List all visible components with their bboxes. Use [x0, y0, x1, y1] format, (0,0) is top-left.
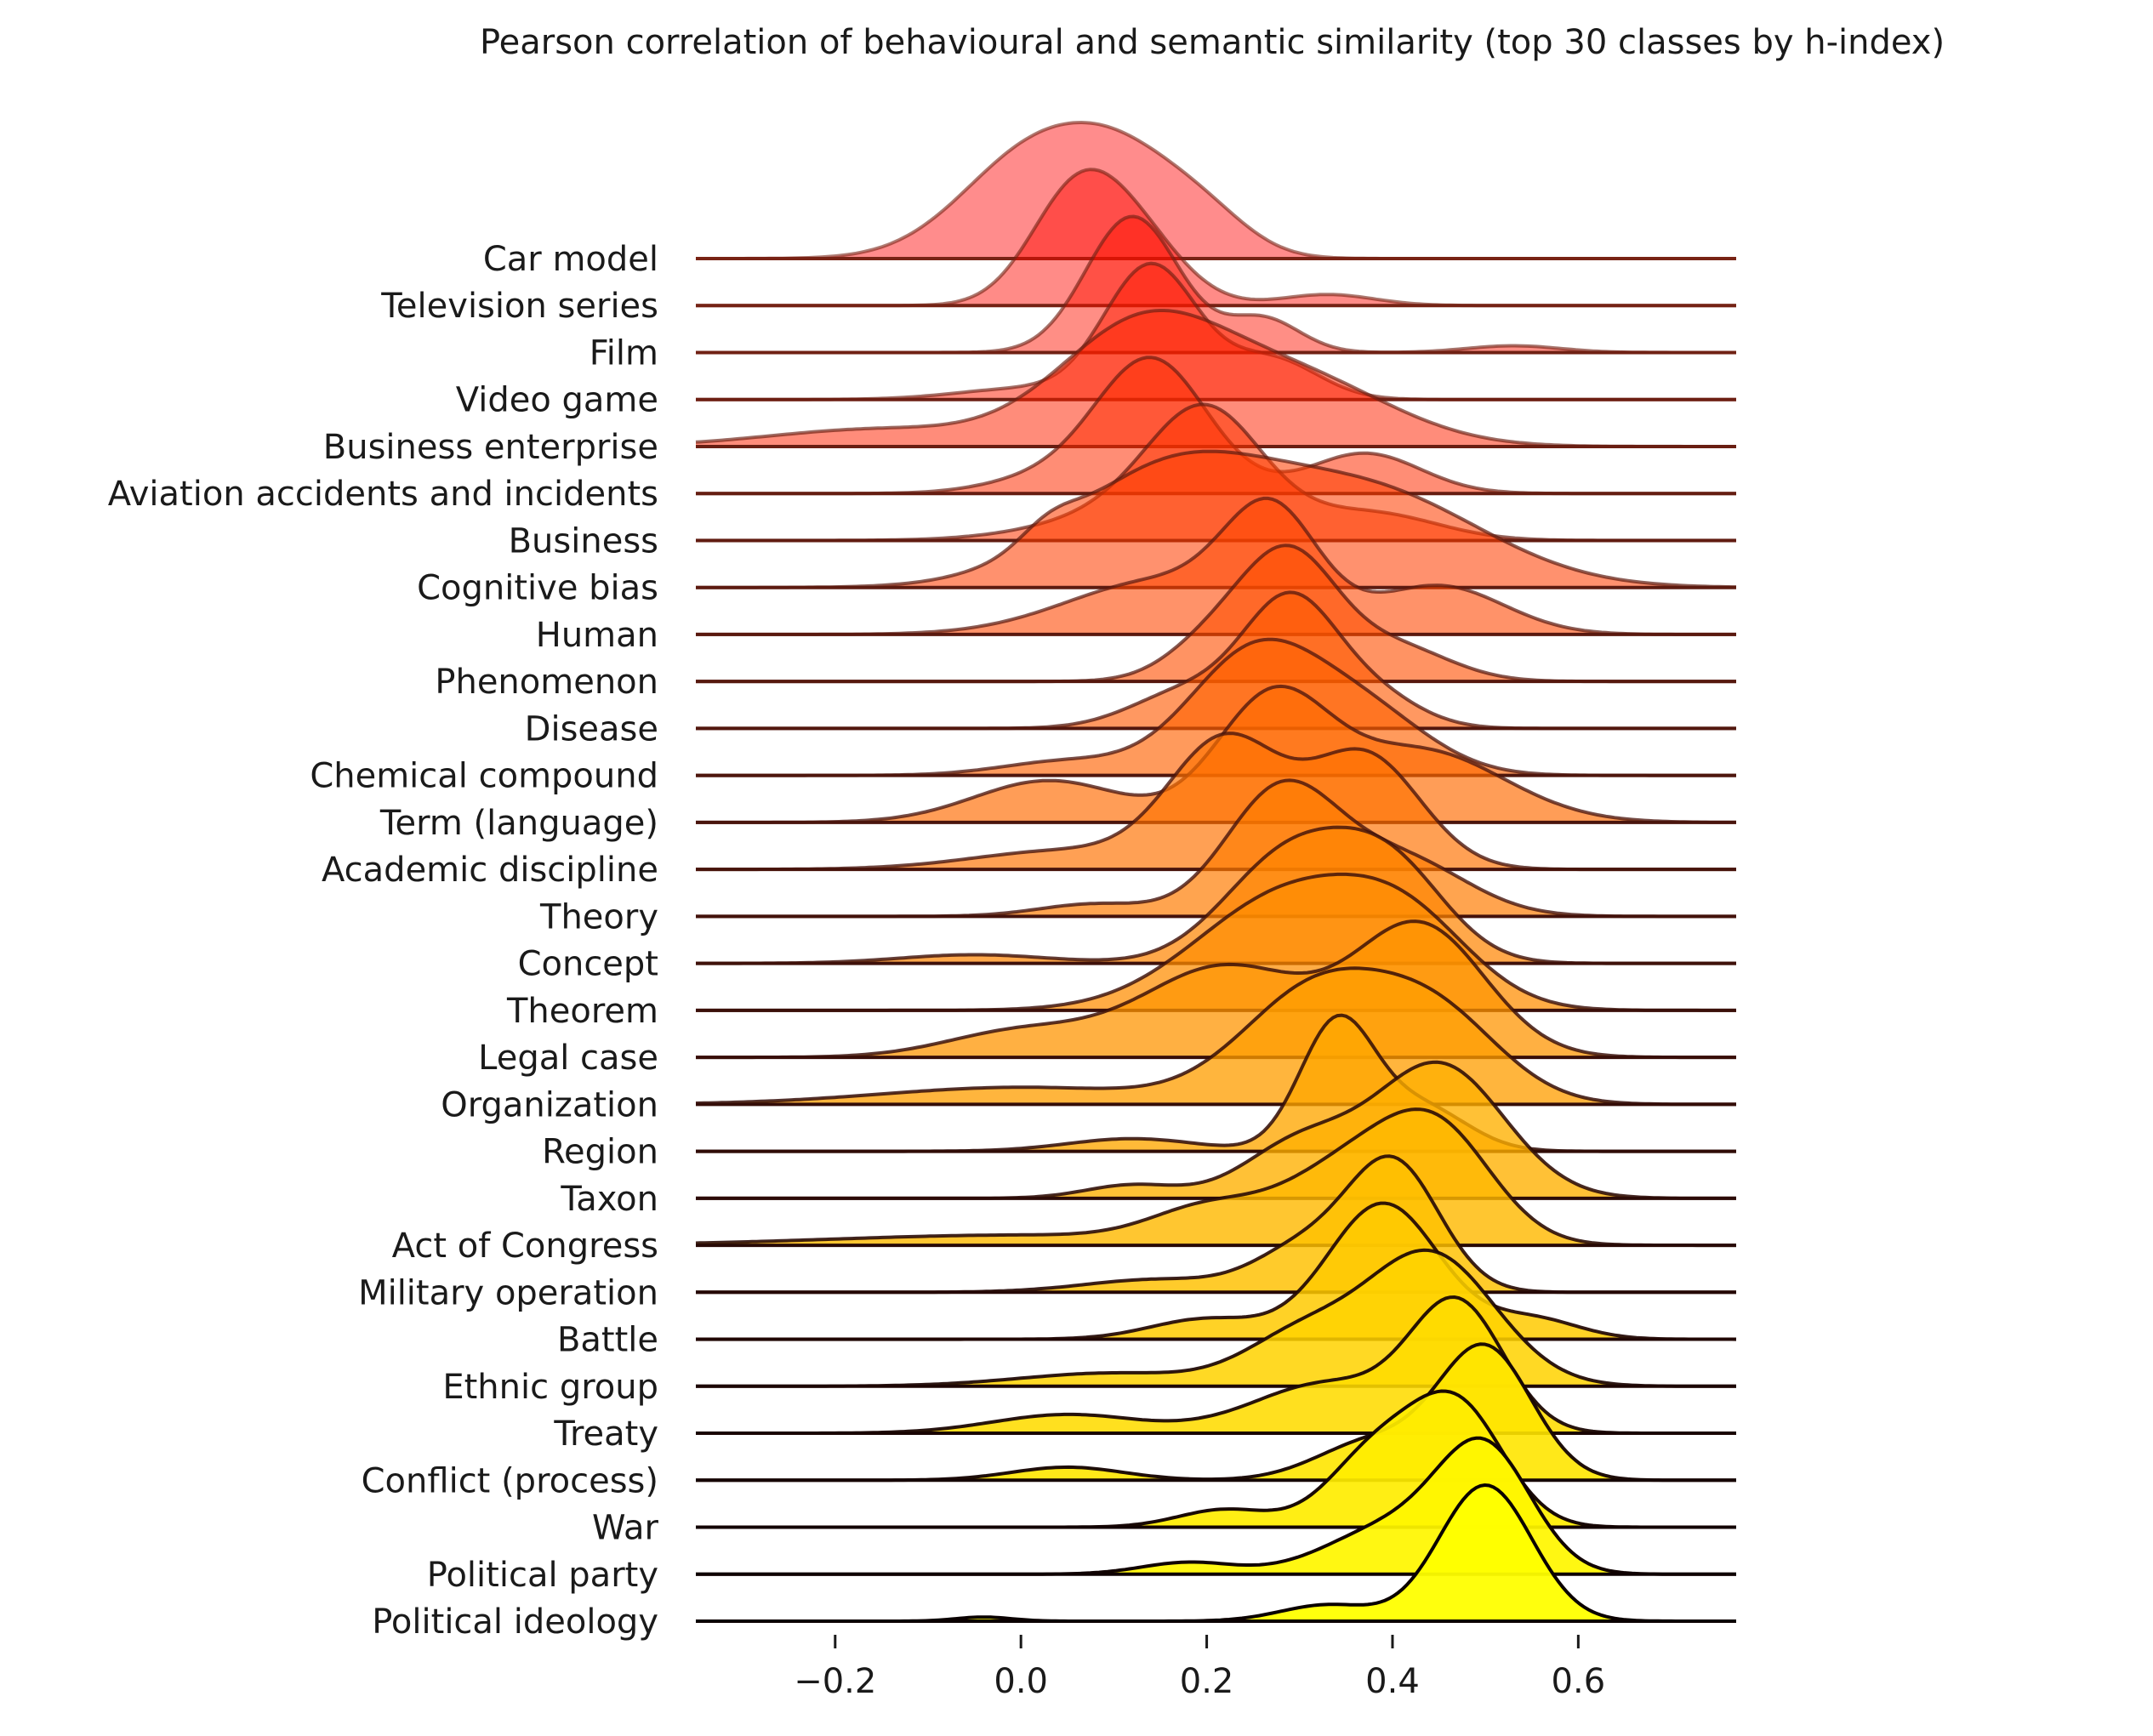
- ridge-area: [696, 1485, 1736, 1621]
- ridge-area: [696, 1109, 1736, 1246]
- x-tick-label: 0.6: [1552, 1662, 1606, 1701]
- ridge-outline: [696, 1483, 1736, 1623]
- row-label: Theorem: [506, 992, 658, 1031]
- x-tick-label: 0.2: [1180, 1662, 1234, 1701]
- row-label: War: [592, 1509, 659, 1548]
- row-label: Film: [590, 333, 658, 373]
- row-label: Human: [536, 616, 658, 655]
- row-label: Video game: [456, 381, 658, 420]
- ridge-outline: [695, 966, 1736, 1107]
- row-label: Theory: [539, 897, 658, 936]
- x-axis: −0.2 0.0 0.2 0.4 0.6: [794, 1635, 1605, 1701]
- ridge-area: [696, 1437, 1736, 1574]
- row-label: Ethnic group: [442, 1368, 658, 1407]
- ridge-area: [696, 1391, 1736, 1528]
- row-label: Term (language): [379, 804, 658, 843]
- row-label: Treaty: [553, 1414, 658, 1454]
- row-label: Concept: [518, 945, 658, 984]
- ridge-outline: [696, 1436, 1736, 1576]
- ridges: [695, 120, 1737, 1623]
- ridge-outline: [695, 1107, 1736, 1248]
- row-label: Organization: [441, 1085, 658, 1124]
- ridge-area: [696, 733, 1736, 870]
- row-labels: Car model Television series Film Video game…: [108, 240, 659, 1642]
- row-label: Chemical compound: [310, 757, 658, 796]
- row-label: Political ideology: [372, 1602, 658, 1642]
- x-tick-label: 0.0: [994, 1662, 1048, 1701]
- ridge-area: [696, 545, 1736, 682]
- row-label: Act of Congress: [392, 1227, 658, 1266]
- ridge-outline: [696, 919, 1736, 1060]
- row-label: Business: [509, 521, 658, 561]
- ridge-area: [696, 451, 1736, 588]
- ridge-area: [696, 639, 1736, 776]
- row-label: Military operation: [358, 1273, 658, 1312]
- row-label: Region: [542, 1133, 658, 1172]
- row-label: Cognitive bias: [417, 569, 658, 608]
- row-label: Taxon: [560, 1180, 658, 1219]
- row-label: Conflict (process): [362, 1461, 658, 1500]
- row-label: Disease: [525, 709, 658, 748]
- row-label: Academic discipline: [322, 851, 658, 890]
- row-label: Political party: [427, 1556, 658, 1595]
- row-label: Aviation accidents and incidents: [108, 475, 658, 514]
- row-label: Television series: [380, 287, 658, 326]
- row-label: Car model: [483, 240, 658, 279]
- ridge-area: [696, 780, 1736, 917]
- ridge-outline: [696, 1389, 1736, 1529]
- ridge-area: [696, 122, 1736, 259]
- row-label: Battle: [557, 1321, 658, 1360]
- x-tick-label: 0.4: [1365, 1662, 1420, 1701]
- row-label: Business enterprise: [323, 428, 658, 467]
- ridge-area: [696, 310, 1736, 447]
- chart-title: Pearson correlation of behavioural and s…: [480, 23, 1945, 62]
- ridge-area: [696, 498, 1736, 635]
- row-label: Phenomenon: [435, 663, 658, 702]
- row-label: Legal case: [478, 1039, 658, 1078]
- ridge-area: [696, 968, 1736, 1105]
- x-tick-label: −0.2: [794, 1662, 876, 1701]
